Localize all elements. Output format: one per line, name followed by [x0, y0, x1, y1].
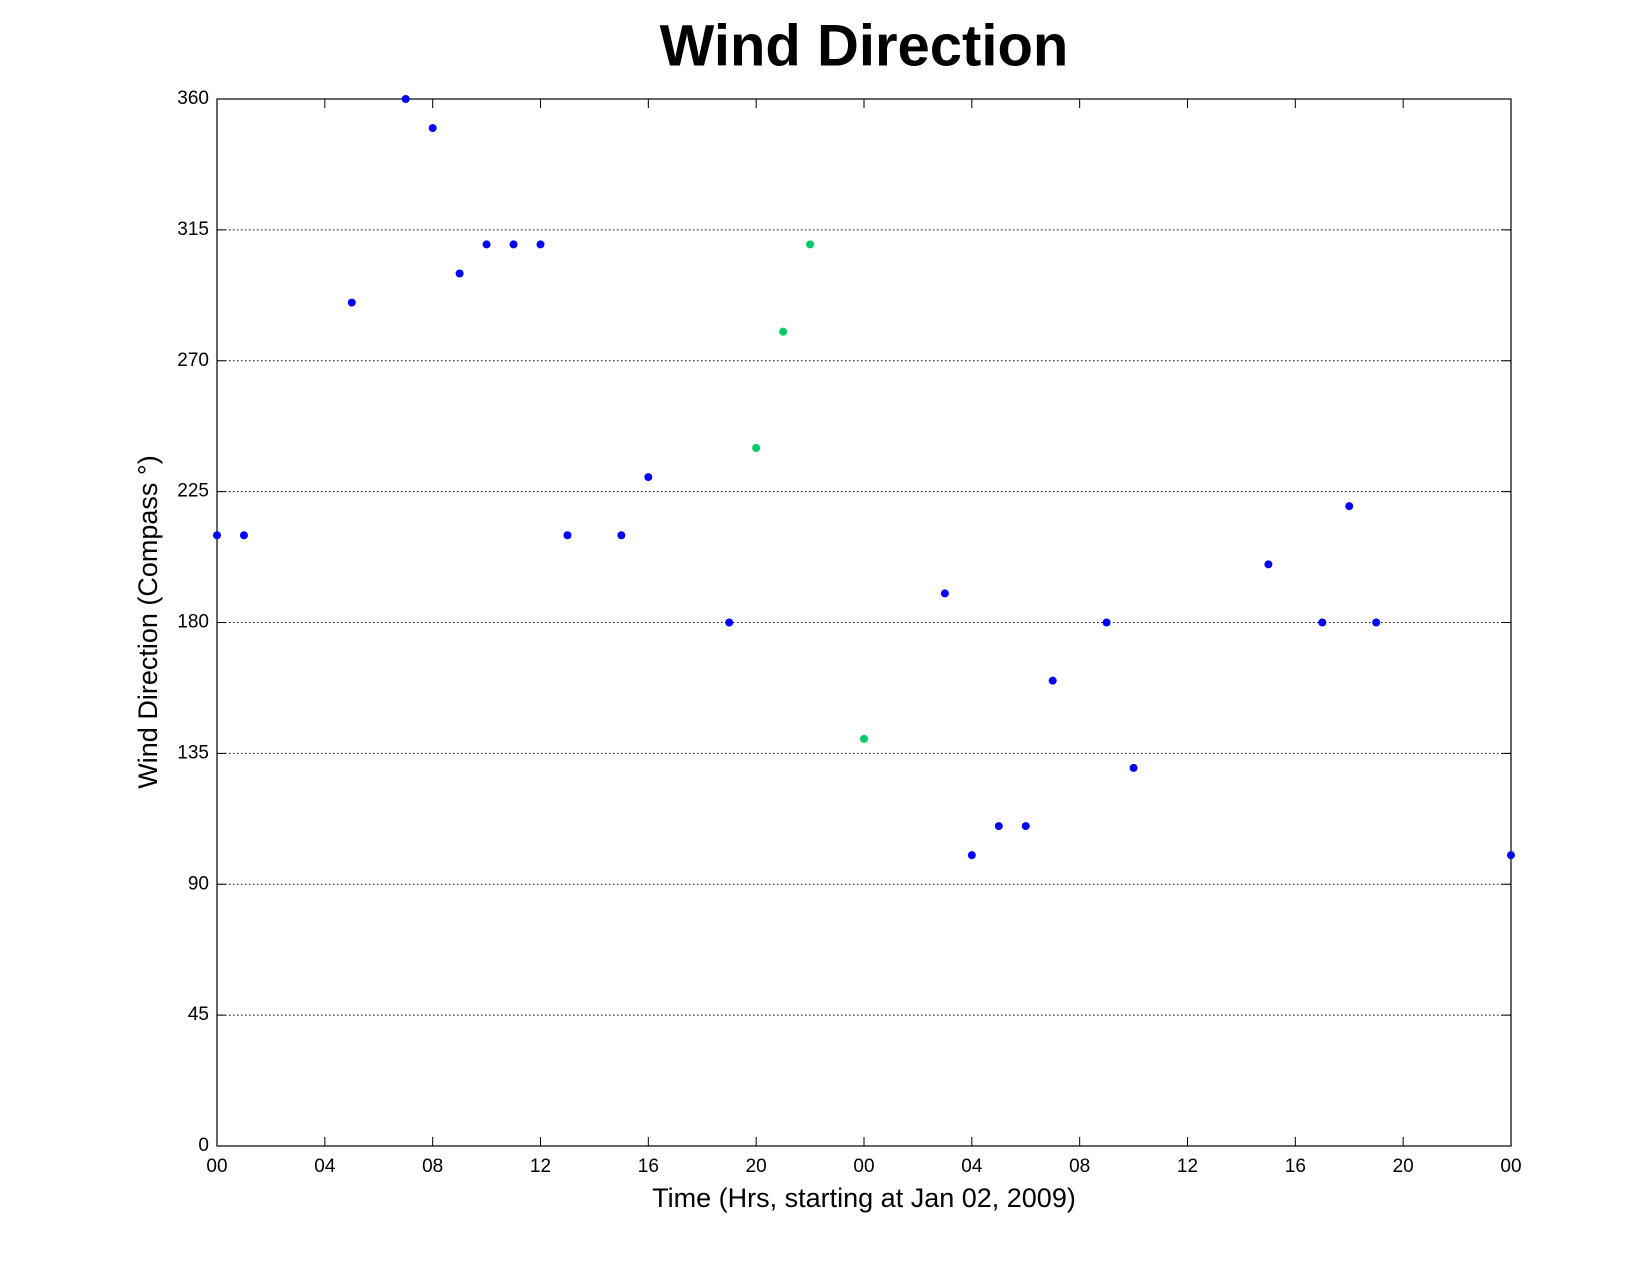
y-tick-label: 45 — [188, 1004, 209, 1025]
x-axis-label: Time (Hrs, starting at Jan 02, 2009) — [652, 1183, 1076, 1213]
data-point — [967, 851, 976, 860]
y-tick-label: 225 — [177, 481, 209, 502]
x-tick-label: 00 — [206, 1156, 227, 1177]
data-point — [994, 822, 1003, 831]
x-tick-label: 08 — [422, 1156, 443, 1177]
x-tick-label: 16 — [638, 1156, 659, 1177]
x-tick-label: 00 — [853, 1156, 874, 1177]
data-point — [779, 327, 788, 336]
x-tick-label: 04 — [961, 1156, 983, 1177]
y-tick-label: 360 — [177, 88, 209, 109]
data-point — [1129, 763, 1138, 772]
data-point — [752, 444, 761, 452]
data-point — [1372, 618, 1381, 627]
data-point — [213, 531, 221, 540]
data-point — [482, 240, 491, 249]
data-point — [644, 473, 653, 482]
data-point — [563, 531, 572, 540]
y-tick-label: 270 — [177, 350, 209, 371]
data-point — [1264, 560, 1273, 569]
data-point — [1318, 618, 1327, 627]
data-point — [1048, 676, 1057, 685]
y-tick-label: 315 — [177, 219, 209, 240]
x-tick-label: 04 — [314, 1156, 336, 1177]
data-point — [401, 95, 410, 103]
plot-frame — [216, 98, 1512, 1147]
x-tick-label: 20 — [746, 1156, 767, 1177]
x-tick-label: 12 — [1177, 1156, 1198, 1177]
data-point — [1102, 618, 1111, 627]
y-tick-label: 180 — [177, 612, 209, 633]
y-tick-label: 0 — [198, 1135, 209, 1156]
chart-title: Wind Direction — [660, 13, 1069, 78]
data-point — [860, 734, 868, 743]
data-point — [1021, 822, 1030, 831]
x-tick-label: 08 — [1069, 1156, 1090, 1177]
data-point — [536, 240, 545, 249]
data-point — [1345, 502, 1354, 511]
data-point — [239, 531, 248, 540]
x-tick-label: 16 — [1285, 1156, 1306, 1177]
data-point — [455, 269, 464, 278]
data-point — [617, 531, 626, 540]
x-tick-label: 12 — [530, 1156, 551, 1177]
data-point — [428, 124, 437, 133]
data-point — [347, 298, 356, 307]
data-point — [1507, 851, 1515, 860]
data-point — [940, 589, 949, 598]
y-tick-label: 90 — [188, 873, 209, 894]
y-tick-label: 135 — [177, 742, 209, 763]
y-axis-label: Wind Direction (Compass °) — [133, 455, 163, 788]
x-tick-label: 20 — [1393, 1156, 1414, 1177]
data-point — [806, 240, 815, 249]
data-point — [509, 240, 518, 249]
data-point — [725, 618, 734, 627]
x-tick-label: 00 — [1500, 1156, 1521, 1177]
